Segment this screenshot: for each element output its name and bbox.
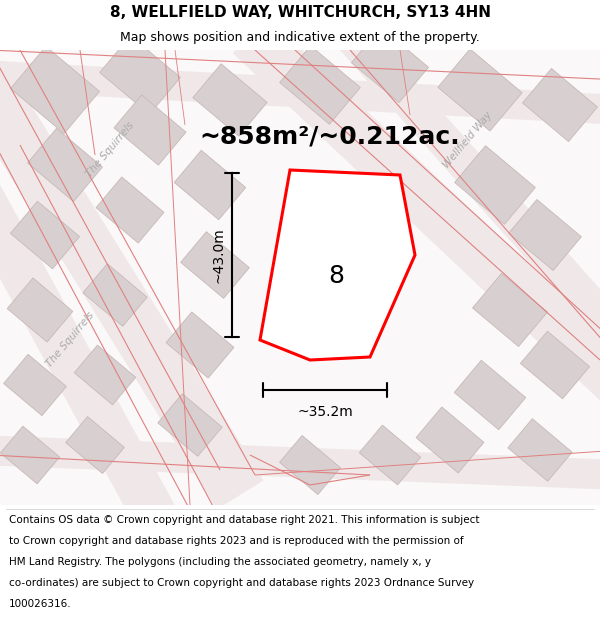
Polygon shape — [114, 95, 186, 165]
Polygon shape — [83, 264, 147, 326]
Polygon shape — [523, 69, 598, 141]
Text: co-ordinates) are subject to Crown copyright and database rights 2023 Ordnance S: co-ordinates) are subject to Crown copyr… — [9, 578, 474, 587]
Polygon shape — [520, 331, 590, 399]
Text: 8, WELLFIELD WAY, WHITCHURCH, SY13 4HN: 8, WELLFIELD WAY, WHITCHURCH, SY13 4HN — [110, 5, 491, 20]
Text: to Crown copyright and database rights 2023 and is reproduced with the permissio: to Crown copyright and database rights 2… — [9, 536, 464, 546]
Polygon shape — [233, 17, 600, 403]
Polygon shape — [181, 232, 250, 298]
Text: Map shows position and indicative extent of the property.: Map shows position and indicative extent… — [120, 31, 480, 44]
Polygon shape — [455, 146, 535, 224]
Polygon shape — [280, 436, 340, 494]
Polygon shape — [308, 294, 371, 356]
Polygon shape — [0, 184, 180, 536]
Polygon shape — [0, 60, 600, 125]
Polygon shape — [96, 177, 164, 243]
Polygon shape — [10, 201, 80, 269]
Polygon shape — [438, 49, 522, 131]
Polygon shape — [260, 170, 415, 360]
Polygon shape — [454, 360, 526, 430]
Text: 8: 8 — [328, 264, 344, 288]
Polygon shape — [0, 61, 263, 509]
Polygon shape — [1, 426, 59, 484]
Polygon shape — [11, 46, 100, 134]
Polygon shape — [280, 46, 361, 124]
Polygon shape — [158, 394, 222, 456]
Polygon shape — [359, 425, 421, 485]
Polygon shape — [4, 354, 67, 416]
Text: Wellfield Way: Wellfield Way — [359, 265, 412, 325]
Polygon shape — [166, 312, 234, 378]
Text: The Squirrels: The Squirrels — [84, 121, 136, 179]
Polygon shape — [416, 407, 484, 473]
Polygon shape — [65, 416, 124, 474]
Polygon shape — [193, 64, 267, 136]
Polygon shape — [74, 345, 136, 405]
Polygon shape — [337, 23, 600, 417]
Text: ~43.0m: ~43.0m — [211, 227, 225, 283]
Polygon shape — [508, 419, 572, 481]
Text: ~35.2m: ~35.2m — [297, 405, 353, 419]
Polygon shape — [100, 36, 181, 114]
Polygon shape — [509, 199, 581, 271]
Text: The Squirrels: The Squirrels — [44, 311, 96, 369]
Text: ~858m²/~0.212ac.: ~858m²/~0.212ac. — [200, 125, 460, 149]
Text: HM Land Registry. The polygons (including the associated geometry, namely x, y: HM Land Registry. The polygons (includin… — [9, 557, 431, 567]
Polygon shape — [174, 150, 246, 220]
Text: Wellfield Way: Wellfield Way — [442, 110, 494, 170]
Polygon shape — [7, 278, 73, 342]
Polygon shape — [473, 274, 547, 346]
Text: 100026316.: 100026316. — [9, 599, 71, 609]
Polygon shape — [352, 28, 428, 102]
Polygon shape — [302, 228, 368, 292]
Text: Contains OS data © Crown copyright and database right 2021. This information is : Contains OS data © Crown copyright and d… — [9, 514, 479, 524]
Polygon shape — [28, 129, 103, 201]
Polygon shape — [0, 435, 600, 490]
